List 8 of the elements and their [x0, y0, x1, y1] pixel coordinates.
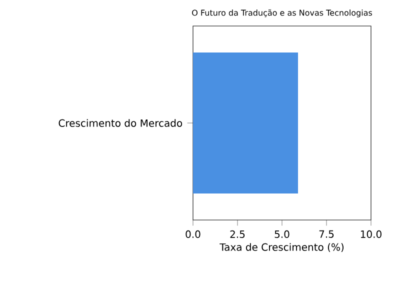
x-axis-title: Taxa de Crescimento (%) [220, 243, 344, 252]
x-tick-label: 2.5 [230, 230, 245, 238]
x-tick-label: 10.0 [360, 230, 382, 238]
x-tick-label: 7.5 [319, 230, 334, 238]
chart-title: O Futuro da Tradução e as Novas Tecnologias [192, 9, 372, 18]
x-tick-label: 5.0 [274, 230, 290, 238]
y-tick-label: Crescimento do Mercado [58, 119, 182, 127]
x-tick-label: 0.0 [186, 230, 200, 238]
